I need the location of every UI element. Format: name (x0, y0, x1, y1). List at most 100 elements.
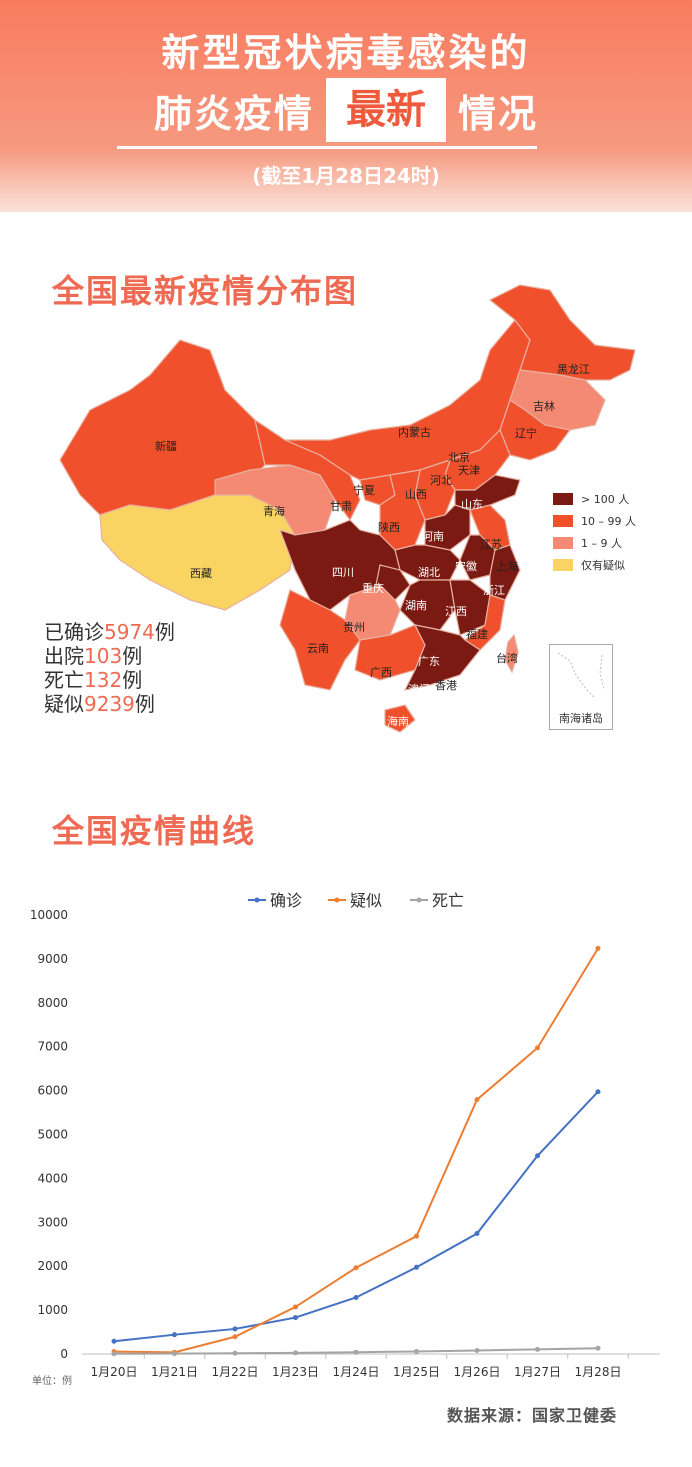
legend-label: 仅有疑似 (581, 559, 625, 572)
legend-label: 10 – 99 人 (581, 515, 636, 528)
x-tick-label: 1月22日 (212, 1365, 259, 1379)
stat-value: 103 (84, 644, 123, 668)
title-line-2: 肺炎疫情 最新 情况 (0, 78, 692, 142)
series-line-0 (113, 1091, 599, 1343)
label-jiangxi: 江西 (445, 605, 467, 618)
header-banner: 新型冠状病毒感染的 肺炎疫情 最新 情况 (截至1月28日24时) (0, 0, 692, 212)
x-tick-label: 1月20日 (91, 1365, 138, 1379)
label-hunan: 湖南 (405, 599, 427, 612)
province-hainan (384, 704, 416, 733)
y-tick-label: 4000 (37, 1171, 68, 1185)
label-gansu: 甘肃 (330, 500, 352, 513)
label-liaoning: 辽宁 (515, 426, 537, 440)
stat-unit: 例 (122, 668, 143, 692)
province-xizang (99, 494, 296, 611)
series-line-1 (113, 947, 599, 1354)
y-tick-label: 0 (60, 1347, 68, 1361)
stat-label: 死亡 (44, 668, 84, 692)
province-yunnan (279, 589, 361, 691)
label-beijing: 北京 (448, 450, 470, 464)
legend-marker (254, 897, 260, 903)
legend-swatch (553, 515, 573, 527)
label-shanxi: 山西 (405, 488, 427, 501)
title-line-2-left: 肺炎疫情 (153, 91, 314, 136)
y-tick-label: 7000 (37, 1040, 68, 1054)
stat-value: 132 (84, 668, 123, 692)
x-tick-label: 1月26日 (454, 1365, 501, 1379)
title-underline (117, 146, 537, 149)
inset-label: 南海诸岛 (559, 712, 603, 725)
series-point (353, 1349, 359, 1355)
series-point (232, 1350, 238, 1356)
y-tick-label: 6000 (37, 1084, 68, 1098)
legend-entry: 疑似 (350, 891, 382, 910)
legend-marker (416, 897, 422, 903)
series-point (414, 1233, 419, 1239)
legend-swatch (553, 559, 573, 571)
series-point (535, 1045, 540, 1051)
province-hunan (399, 579, 456, 631)
label-anhui: 安徽 (455, 559, 477, 573)
x-tick-label: 1月21日 (151, 1365, 198, 1379)
x-tick-label: 1月25日 (393, 1365, 440, 1379)
china-map: 黑龙江 吉林 辽宁 内蒙古 北京 天津 河北 山西 宁夏 甘肃 新疆 青海 西藏… (59, 284, 636, 733)
label-hebei: 河北 (430, 474, 452, 487)
label-qinghai: 青海 (263, 504, 285, 518)
series-point (232, 1326, 238, 1332)
stat-unit: 例 (154, 620, 175, 644)
series-point (111, 1351, 117, 1357)
label-xizang: 西藏 (190, 567, 212, 580)
label-xianggang: 香港 (435, 679, 457, 692)
label-guangdong: 广东 (418, 655, 440, 668)
x-tick-label: 1月28日 (575, 1365, 622, 1379)
series-point (111, 1338, 117, 1344)
province-taiwan (504, 633, 519, 674)
series-point (535, 1346, 540, 1352)
series-point (414, 1264, 419, 1270)
legend-item-over100: > 100 人 (553, 488, 636, 510)
label-yunnan: 云南 (307, 642, 329, 655)
series-point (595, 945, 601, 951)
stat-discharged: 出院103例 (44, 644, 175, 668)
series-point (595, 1089, 601, 1095)
label-fujian: 福建 (466, 627, 488, 641)
stat-deaths: 死亡132例 (44, 668, 175, 692)
label-shaanxi: 陕西 (378, 520, 400, 534)
title-line-2-right: 情况 (458, 91, 539, 136)
label-guangxi: 广西 (370, 666, 392, 679)
inset-outline (557, 652, 605, 698)
series-point (474, 1347, 480, 1353)
y-tick-label: 2000 (37, 1259, 68, 1273)
x-tick-label: 1月24日 (333, 1365, 380, 1379)
map-legend: > 100 人 10 – 99 人 1 – 9 人 仅有疑似 (553, 488, 636, 576)
stat-value: 5974 (104, 620, 155, 644)
epidemic-line-chart: 0 1000 2000 3000 4000 5000 6000 7000 8000 9000 100… (30, 891, 660, 1379)
y-tick-label: 5000 (37, 1128, 68, 1142)
y-tick-label: 3000 (37, 1215, 68, 1229)
stats-summary: 已确诊5974例 出院103例 死亡132例 疑似9239例 (44, 620, 175, 716)
series-point (353, 1295, 359, 1301)
title-line-1: 新型冠状病毒感染的 (161, 31, 531, 75)
map-section-title: 全国最新疫情分布图 (52, 272, 359, 310)
series-point (595, 1345, 601, 1351)
label-aomen: 澳门 (408, 682, 430, 696)
label-hubei: 湖北 (418, 566, 440, 579)
legend-item-1to9: 1 – 9 人 (553, 532, 636, 554)
series-point (474, 1231, 480, 1237)
label-heilongjiang: 黑龙江 (557, 363, 590, 376)
series-point (293, 1315, 298, 1321)
stat-label: 已确诊 (44, 620, 104, 644)
label-zhejiang: 浙江 (483, 584, 505, 597)
title-highlight: 最新 (326, 78, 446, 142)
stat-confirmed: 已确诊5974例 (44, 620, 175, 644)
stat-suspected: 疑似9239例 (44, 692, 175, 716)
label-shanghai: 上海 (496, 559, 518, 573)
stat-value: 9239 (84, 692, 135, 716)
legend-item-10to99: 10 – 99 人 (553, 510, 636, 532)
series-point (293, 1304, 298, 1310)
y-tick-label: 8000 (37, 996, 68, 1010)
legend-entry: 确诊 (270, 891, 302, 910)
series-point (172, 1351, 177, 1357)
legend-item-suspected: 仅有疑似 (553, 554, 636, 576)
y-tick-label: 10000 (30, 908, 68, 922)
